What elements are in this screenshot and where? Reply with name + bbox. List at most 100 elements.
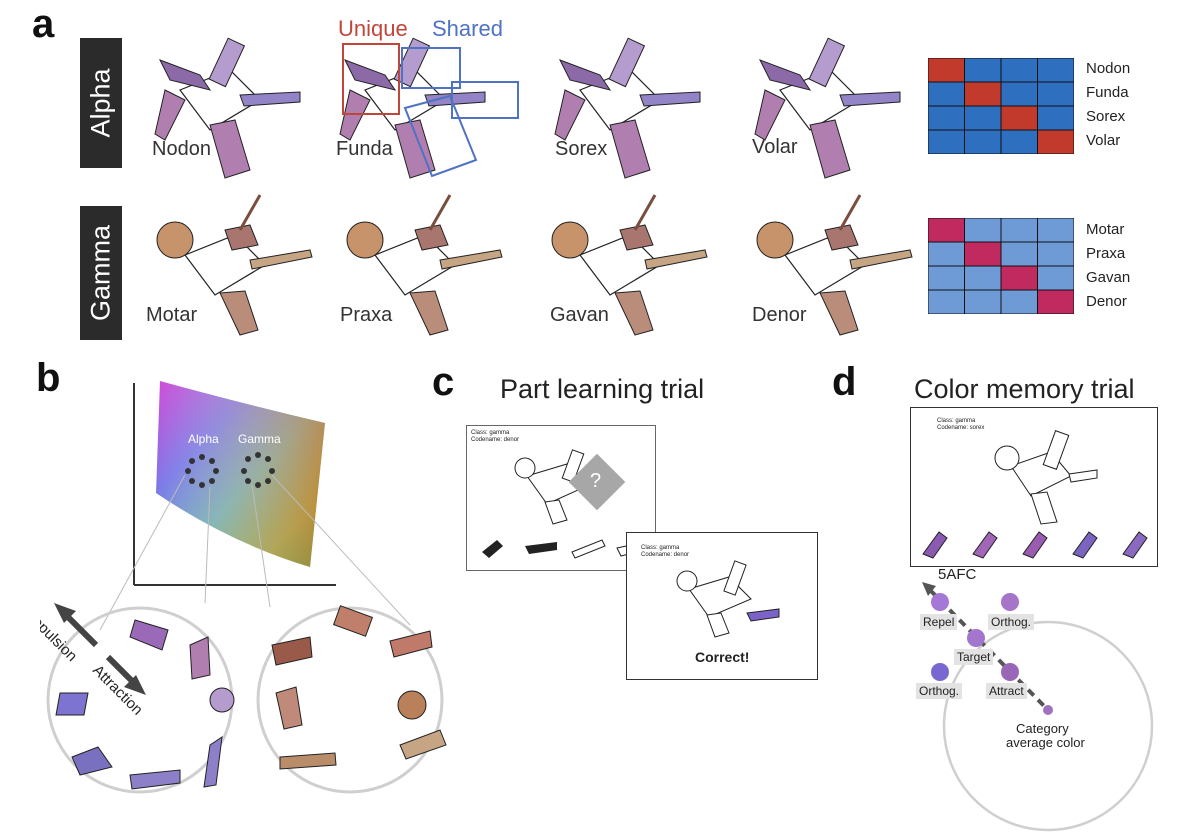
- shared-box-1: [401, 47, 461, 89]
- option-repel: [931, 593, 949, 611]
- row-label-gamma-text: Gamma: [85, 224, 116, 322]
- category-average-label-2: average color: [1006, 735, 1085, 750]
- obj-name-gavan: Gavan: [550, 304, 609, 326]
- card1-class: Class: gamma: [471, 430, 510, 436]
- alpha-grid-cell: [1000, 129, 1038, 154]
- gamma-grid-cell: [1000, 218, 1038, 243]
- alpha-grid: [928, 58, 1074, 154]
- alpha-grid-label-1: Nodon: [1086, 60, 1131, 77]
- gamma-grid-cell: [1037, 218, 1074, 243]
- trial-card-1: Class: gamma Codename: denor ?: [466, 425, 656, 571]
- gamma-grid-cell: [964, 218, 1002, 243]
- option-orthog-top: [1001, 593, 1019, 611]
- gamma-grid-cell: [928, 289, 965, 314]
- panel-b-figure: Alpha Gamma Repulsion Attraction: [40, 381, 447, 794]
- gamma-ring: [256, 606, 444, 794]
- trial-card-2: Class: gamma Codename: denor Correct!: [626, 532, 818, 680]
- alpha-grid-cell: [1000, 58, 1038, 83]
- alpha-grid-cell: [1037, 81, 1074, 107]
- space-label-gamma: Gamma: [238, 432, 281, 446]
- obj-name-volar: Volar: [752, 136, 798, 158]
- obj-name-sorex: Sorex: [555, 138, 608, 160]
- option-orthog-bottom: [931, 663, 949, 681]
- gamma-dots: [241, 452, 275, 488]
- legend-shared: Shared: [432, 16, 503, 41]
- label-orthog-top: Orthog.: [988, 614, 1035, 630]
- gamma-grid-label-3: Gavan: [1086, 269, 1131, 286]
- gamma-grid-cell: [928, 265, 965, 291]
- obj-name-praxa: Praxa: [340, 304, 393, 326]
- gamma-grid-cell: [1037, 241, 1074, 267]
- row-label-alpha-text: Alpha: [85, 68, 116, 138]
- obj-name-nodon: Nodon: [152, 138, 211, 160]
- gamma-grid-cell: [964, 289, 1002, 314]
- card1-choices: [482, 539, 646, 559]
- alpha-grid-cell: [928, 58, 965, 83]
- alpha-grid-label-2: Funda: [1086, 84, 1129, 101]
- label-attract: Attract: [986, 683, 1027, 699]
- card2-object: [676, 560, 780, 638]
- alpha-grid-cell: [928, 129, 965, 154]
- obj-name-denor: Denor: [752, 304, 807, 326]
- alpha-grid-cell: [964, 81, 1002, 107]
- option-attract: [1001, 663, 1019, 681]
- gamma-grid-label-1: Motar: [1086, 221, 1125, 238]
- panel-d-letter: d: [832, 360, 857, 404]
- row-label-gamma: Gamma: [80, 206, 122, 340]
- gamma-grid-cell: [928, 241, 965, 267]
- alpha-grid-cell: [1000, 105, 1038, 131]
- option-target: [967, 629, 985, 647]
- panel-a-letter: a: [32, 2, 55, 46]
- alpha-grid-cell: [928, 105, 965, 131]
- afc-label: 5AFC: [938, 566, 977, 583]
- question-mark: ?: [590, 470, 602, 492]
- category-circle: [942, 620, 1154, 832]
- label-target: Target: [954, 649, 994, 665]
- card2-class: Class: gamma: [641, 545, 680, 551]
- alpha-grid-cell: [1000, 81, 1038, 107]
- gamma-grid-cell: [1037, 265, 1074, 291]
- space-label-alpha: Alpha: [188, 432, 219, 446]
- card1-object: [514, 449, 588, 525]
- obj-name-motar: Motar: [146, 304, 198, 326]
- repulsion-arrow: [61, 610, 99, 648]
- gamma-grid-cell: [1000, 289, 1038, 314]
- label-repel: Repel: [920, 614, 958, 630]
- dcard-class: Class: gamma: [937, 418, 976, 424]
- gamma-grid-cell: [1000, 241, 1038, 267]
- alpha-grid-cell: [964, 58, 1002, 83]
- panel-b-letter: b: [36, 356, 61, 400]
- gamma-ring-parts: [271, 605, 447, 770]
- panel-d-title: Color memory trial: [914, 374, 1135, 404]
- shared-box-3: [403, 94, 478, 178]
- panel-a-illustrations-col4: [754, 37, 914, 337]
- label-orthog-bottom: Orthog.: [916, 683, 963, 699]
- gamma-grid-cell: [964, 241, 1002, 267]
- panel-c-title: Part learning trial: [500, 374, 705, 404]
- dcard-codename: Codename: sorex: [937, 425, 985, 431]
- alpha-grid-cell: [964, 105, 1002, 131]
- gamma-grid-cell: [1037, 289, 1074, 314]
- correct-feedback: Correct!: [695, 649, 750, 665]
- color-memory-card: Class: gamma Codename: sorex: [910, 407, 1158, 567]
- alpha-grid-cell: [928, 81, 965, 107]
- gamma-grid-cell: [1000, 265, 1038, 291]
- gamma-grid-cell: [964, 265, 1002, 291]
- card1-codename: Codename: denor: [471, 437, 520, 443]
- panel-c-letter: c: [432, 360, 455, 404]
- dcard-object: [994, 430, 1098, 525]
- alpha-ring-parts: [55, 619, 235, 790]
- category-average-dot: [1043, 705, 1053, 715]
- alpha-dots: [185, 454, 219, 488]
- alpha-grid-label-3: Sorex: [1086, 108, 1126, 125]
- alpha-grid-cell: [1037, 105, 1074, 131]
- legend-unique: Unique: [338, 16, 408, 41]
- gamma-grid-label-4: Denor: [1086, 293, 1127, 310]
- card2-codename: Codename: denor: [641, 552, 690, 558]
- alpha-grid-cell: [1037, 58, 1074, 83]
- alpha-grid-label-4: Volar: [1086, 132, 1121, 149]
- unique-box: [342, 43, 400, 115]
- gamma-grid-cell: [928, 218, 965, 243]
- gamma-grid: [928, 218, 1074, 314]
- obj-name-funda: Funda: [336, 138, 393, 160]
